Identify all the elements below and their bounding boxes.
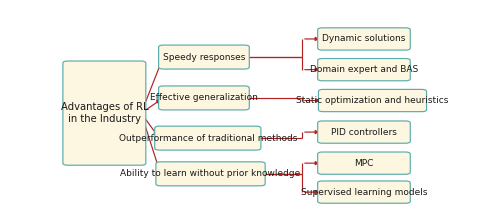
Text: Ability to learn without prior knowledge: Ability to learn without prior knowledge bbox=[120, 169, 300, 178]
FancyBboxPatch shape bbox=[158, 86, 250, 110]
FancyBboxPatch shape bbox=[154, 126, 261, 150]
Text: Outperformance of traditional methods: Outperformance of traditional methods bbox=[118, 134, 297, 143]
FancyBboxPatch shape bbox=[318, 89, 426, 112]
FancyBboxPatch shape bbox=[318, 58, 410, 81]
Text: Advantages of RL
in the Industry: Advantages of RL in the Industry bbox=[60, 102, 148, 124]
FancyBboxPatch shape bbox=[318, 152, 410, 174]
FancyBboxPatch shape bbox=[156, 162, 265, 186]
FancyBboxPatch shape bbox=[63, 61, 146, 165]
Text: Effective generalization: Effective generalization bbox=[150, 93, 258, 102]
FancyBboxPatch shape bbox=[318, 28, 410, 50]
Text: PID controllers: PID controllers bbox=[331, 128, 397, 137]
Text: Dynamic solutions: Dynamic solutions bbox=[322, 34, 406, 43]
FancyBboxPatch shape bbox=[158, 45, 250, 69]
Text: Static optimization and heuristics: Static optimization and heuristics bbox=[296, 96, 448, 105]
Text: Domain expert and BAS: Domain expert and BAS bbox=[310, 65, 418, 74]
FancyBboxPatch shape bbox=[318, 181, 410, 203]
FancyBboxPatch shape bbox=[318, 121, 410, 143]
Text: Speedy responses: Speedy responses bbox=[163, 53, 245, 62]
Text: MPC: MPC bbox=[354, 159, 374, 168]
Text: Supervised learning models: Supervised learning models bbox=[300, 188, 427, 197]
